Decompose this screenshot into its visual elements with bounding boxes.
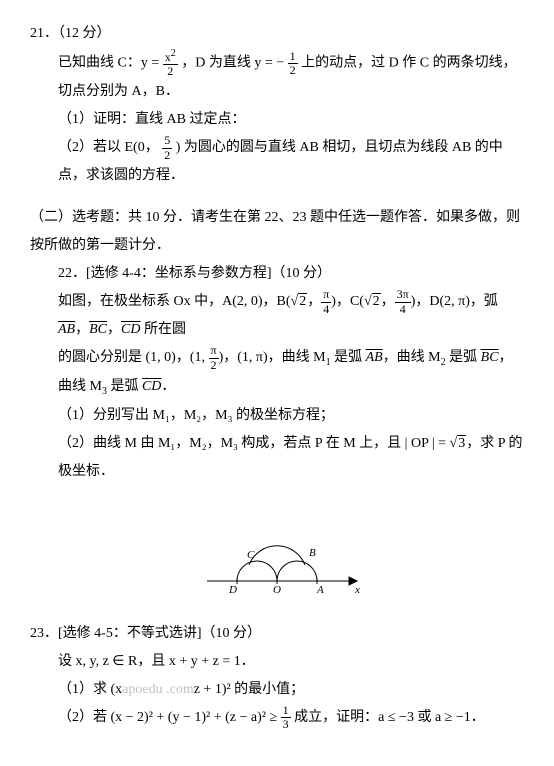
q23-part1: （1）求 (xapoedu .comz + 1)² 的最小值； (30, 676, 524, 704)
q22-line2: 的圆心分别是 (1, 0)，(1, π2)，(1, π)，曲线 M1 是弧 AB… (30, 344, 524, 402)
question-22: 22．[选修 4-4：坐标系与参数方程]（10 分） 如图，在极坐标系 Ox 中… (30, 260, 524, 606)
q22-part2: （2）曲线 M 由 M₁，M₂，M₃ 构成，若点 P 在 M 上，且 | OP … (30, 430, 524, 486)
label-C: C (247, 549, 255, 561)
question-23: 23．[选修 4-5：不等式选讲]（10 分） 设 x, y, z ∈ R，且 … (30, 620, 524, 732)
q23-number: 23．[选修 4-5：不等式选讲]（10 分） (30, 620, 524, 648)
q23-line1: 设 x, y, z ∈ R，且 x + y + z = 1． (30, 648, 524, 676)
fraction: x22 (163, 48, 178, 78)
label-x: x (354, 584, 360, 596)
q21-intro: 已知曲线 C：y = x22 ，D 为直线 y = − 12 上的动点，过 D … (30, 48, 524, 106)
label-B: B (309, 547, 316, 559)
text: （2）若以 E(0， (58, 140, 159, 155)
q22-line1: 如图，在极坐标系 Ox 中，A(2, 0)，B(√2，π4)，C(√2，3π4)… (30, 288, 524, 344)
label-D: D (228, 584, 237, 596)
text: ，D 为直线 y = − (181, 55, 284, 70)
q21-number: 21．（12 分） (30, 20, 524, 48)
label-A: A (316, 584, 324, 596)
q21-part2: （2）若以 E(0， 52 ) 为圆心的圆与直线 AB 相切，且切点为线段 AB… (30, 134, 524, 190)
q22-number: 22．[选修 4-4：坐标系与参数方程]（10 分） (30, 260, 524, 288)
label-O: O (273, 584, 281, 596)
q23-part2: （2）若 (x − 2)² + (y − 1)² + (z − a)² ≥ 13… (30, 704, 524, 732)
section-2-header: （二）选考题：共 10 分．请考生在第 22、23 题中任选一题作答．如果多做，… (30, 204, 524, 260)
question-21: 21．（12 分） 已知曲线 C：y = x22 ，D 为直线 y = − 12… (30, 20, 524, 190)
text: 已知曲线 C：y = (58, 55, 159, 70)
fraction: 12 (288, 50, 298, 77)
q21-part1: （1）证明：直线 AB 过定点： (30, 106, 524, 134)
watermark: apoedu .com (122, 682, 194, 697)
q22-part1: （1）分别写出 M₁，M₂，M₃ 的极坐标方程； (30, 402, 524, 430)
fraction: 52 (162, 134, 172, 161)
polar-diagram: A B C D O x (187, 496, 367, 606)
